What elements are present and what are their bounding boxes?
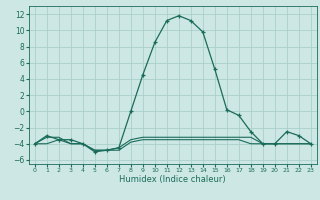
X-axis label: Humidex (Indice chaleur): Humidex (Indice chaleur) bbox=[119, 175, 226, 184]
